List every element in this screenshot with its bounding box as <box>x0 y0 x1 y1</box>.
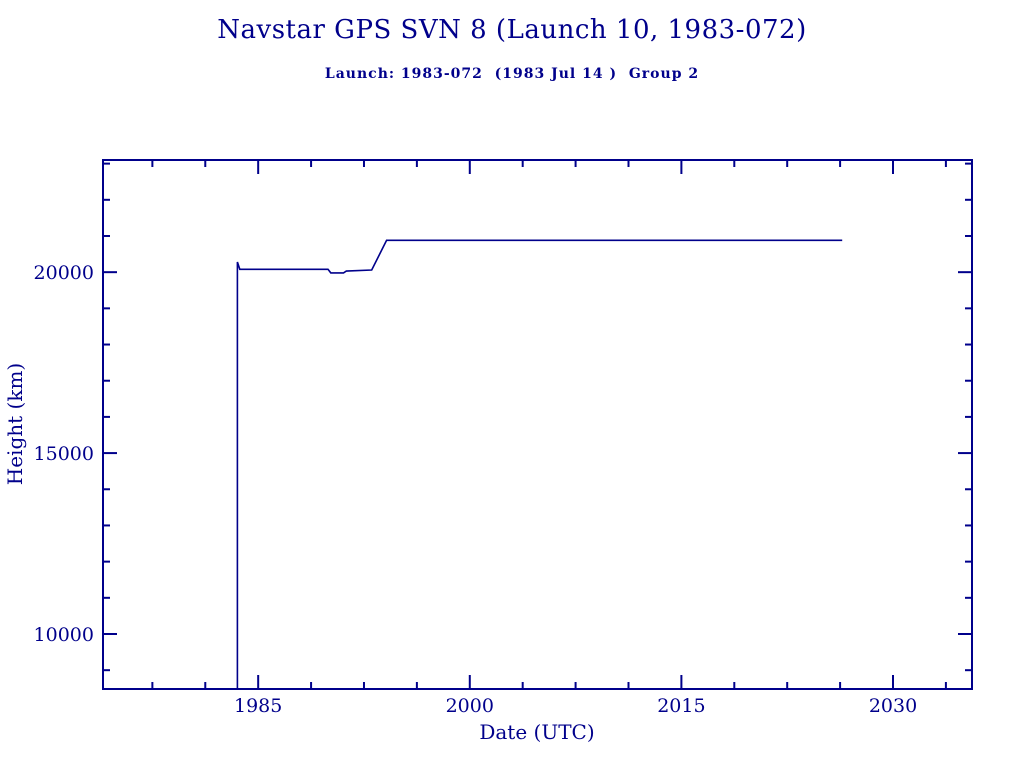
y-tick-label: 20000 <box>34 262 94 284</box>
x-tick-label: 2015 <box>657 695 705 717</box>
y-tick-label: 10000 <box>34 624 94 646</box>
x-tick-label: 2000 <box>446 695 494 717</box>
y-tick-label: 15000 <box>34 443 94 465</box>
x-tick-label: 1985 <box>234 695 282 717</box>
y-axis-label: Height (km) <box>3 363 27 485</box>
plot-generated-group: 1985 2000 2015 2030 10000 15000 20000 <box>34 159 973 717</box>
chart-subtitle: Launch: 1983-072 (1983 Jul 14 ) Group 2 <box>324 66 700 82</box>
plot-frame <box>102 159 973 690</box>
height-series-line <box>236 239 843 689</box>
chart-title: Navstar GPS SVN 8 (Launch 10, 1983-072) <box>217 15 807 45</box>
x-axis-label: Date (UTC) <box>479 720 594 744</box>
x-tick-label: 2030 <box>869 695 917 717</box>
